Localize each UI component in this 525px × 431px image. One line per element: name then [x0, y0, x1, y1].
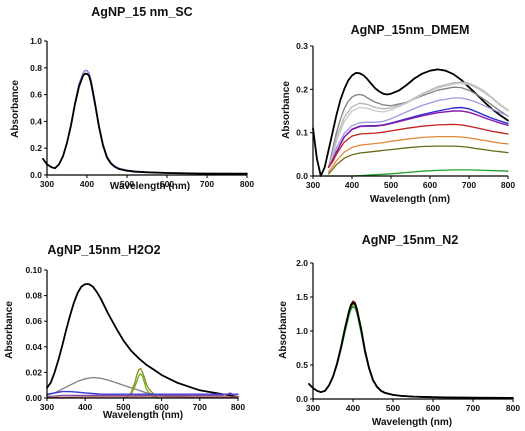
x-tick-label: 400: [346, 403, 360, 413]
x-tick-label: 300: [306, 180, 320, 190]
x-tick-label: 400: [78, 402, 92, 412]
series-line-6: [46, 396, 239, 398]
y-tick-label: 0.02: [25, 367, 42, 377]
series-line-4: [46, 390, 239, 395]
x-tick-label: 800: [506, 403, 520, 413]
x-tick-label: 500: [120, 179, 134, 189]
series-line-2: [327, 81, 509, 168]
y-tick-label: 0.2: [296, 84, 308, 94]
y-tick-label: 1.0: [30, 36, 42, 46]
y-tick-label: 0.04: [25, 342, 42, 352]
series-line-8: [327, 135, 509, 173]
x-tick-label: 300: [40, 179, 54, 189]
x-tick-label: 400: [345, 180, 359, 190]
series-line-3: [308, 301, 514, 399]
x-tick-label: 700: [462, 180, 476, 190]
y-tick-label: 0.2: [30, 143, 42, 153]
x-tick-label: 500: [386, 403, 400, 413]
y-tick-label: 0.0: [296, 171, 308, 181]
x-tick-label: 800: [501, 180, 515, 190]
panel-title: AgNP_15nm_N2: [362, 233, 459, 247]
y-axis-label: Absorbance: [10, 80, 21, 138]
panel-sc: AgNP_15 nm_SC Wavelength (nm) Absorbance…: [10, 5, 254, 192]
x-tick-label: 300: [306, 403, 320, 413]
y-tick-label: 0.06: [25, 316, 42, 326]
y-tick-label: 2.0: [296, 258, 308, 268]
axis-lines: [312, 263, 513, 400]
series-line-1: [42, 72, 248, 175]
y-tick-label: 1.5: [296, 292, 308, 302]
x-axis-label: Wavelength (nm): [103, 410, 183, 421]
panel-title: AgNP_15 nm_SC: [91, 5, 192, 19]
panel-title: AgNP_15nm_DMEM: [351, 23, 470, 37]
series-line-9: [327, 145, 509, 175]
series-line-0: [312, 68, 509, 177]
panel-h2o2: AgNP_15nm_H2O2 Wavelength (nm) Absorbanc…: [4, 243, 245, 421]
series-line-6: [327, 110, 509, 169]
axis-lines: [46, 41, 247, 176]
y-tick-label: 0.1: [296, 128, 308, 138]
y-tick-label: 0.8: [30, 63, 42, 73]
x-tick-label: 800: [240, 179, 254, 189]
y-axis-label: Absorbance: [278, 301, 289, 359]
panel-n2: AgNP_15nm_N2 Wavelength (nm) Absorbance …: [278, 233, 520, 428]
series-line-0: [42, 69, 248, 175]
series-line-0: [46, 283, 239, 398]
x-tick-label: 500: [384, 180, 398, 190]
panel-title: AgNP_15nm_H2O2: [47, 243, 160, 257]
x-tick-label: 400: [80, 179, 94, 189]
x-tick-label: 700: [200, 179, 214, 189]
series-line-2: [122, 367, 159, 399]
y-tick-label: 1.0: [296, 326, 308, 336]
panel-dmem: AgNP_15nm_DMEM Wavelength (nm) Absorbanc…: [281, 23, 515, 205]
y-tick-label: 0.00: [25, 393, 42, 403]
series-line-1: [327, 86, 509, 168]
y-tick-label: 0.3: [296, 41, 308, 51]
y-axis-label: Absorbance: [281, 81, 292, 139]
series-line-5: [46, 392, 239, 398]
y-axis-label: Absorbance: [4, 301, 15, 359]
x-tick-label: 600: [423, 180, 437, 190]
y-tick-label: 0.0: [30, 170, 42, 180]
x-tick-label: 600: [155, 402, 169, 412]
x-axis-label: Wavelength (nm): [372, 417, 452, 428]
x-tick-label: 500: [116, 402, 130, 412]
x-tick-label: 700: [193, 402, 207, 412]
y-tick-label: 0.08: [25, 291, 42, 301]
axis-lines: [312, 46, 508, 177]
x-tick-label: 800: [231, 402, 245, 412]
x-tick-label: 600: [426, 403, 440, 413]
x-tick-label: 600: [160, 179, 174, 189]
y-tick-label: 0.4: [30, 116, 42, 126]
x-tick-label: 300: [40, 402, 54, 412]
y-tick-label: 0.6: [30, 90, 42, 100]
series-line-3: [327, 82, 509, 168]
y-tick-label: 0.10: [25, 265, 42, 275]
y-tick-label: 0.5: [296, 360, 308, 370]
axis-lines: [46, 270, 238, 399]
x-tick-label: 700: [466, 403, 480, 413]
series-line-10: [324, 169, 509, 177]
x-axis-label: Wavelength (nm): [110, 181, 190, 192]
y-tick-label: 0.0: [296, 394, 308, 404]
x-axis-label: Wavelength (nm): [370, 194, 450, 205]
series-line-4: [327, 97, 509, 168]
series-line-7: [327, 123, 509, 168]
